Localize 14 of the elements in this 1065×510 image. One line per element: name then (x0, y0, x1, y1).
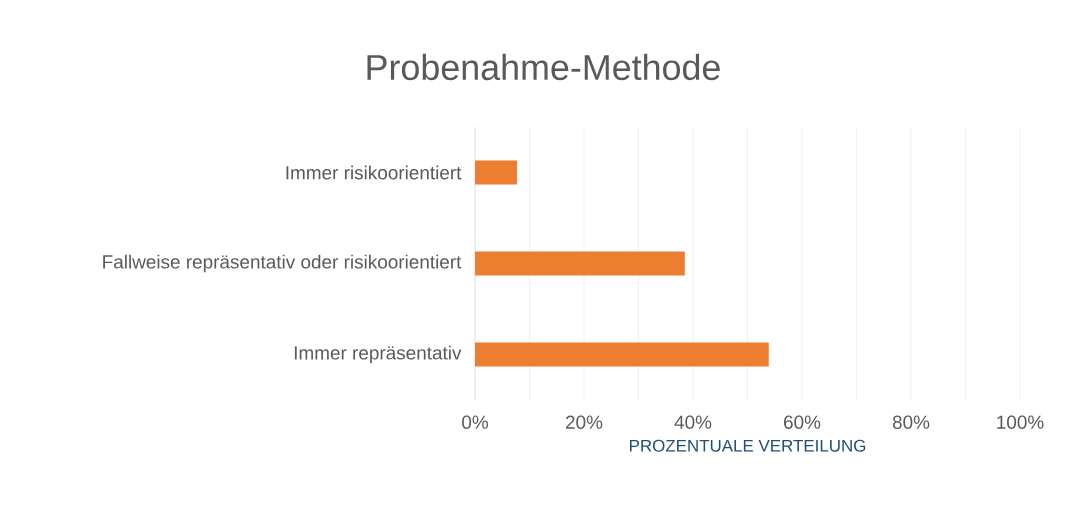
y-tick-label: Immer repräsentativ (294, 345, 462, 364)
bar (475, 160, 517, 185)
x-tick-label: 60% (784, 415, 821, 429)
x-tick-label: 40% (674, 415, 712, 429)
x-tick-label: 20% (566, 415, 603, 429)
bar (475, 342, 769, 367)
y-tick-label: Immer risikoorientiert (286, 165, 462, 180)
chart-title: Probenahme-Methode (367, 53, 720, 81)
x-tick-label: 100% (997, 415, 1044, 429)
x-axis-title: PROZENTUALE VERTEILUNG (630, 439, 866, 452)
y-tick-label: Fallweise repräsentativ oder risikoorientiert (103, 254, 462, 273)
x-tick-label: 0% (462, 415, 489, 429)
x-tick-label: 80% (892, 415, 930, 429)
bar (475, 251, 685, 276)
